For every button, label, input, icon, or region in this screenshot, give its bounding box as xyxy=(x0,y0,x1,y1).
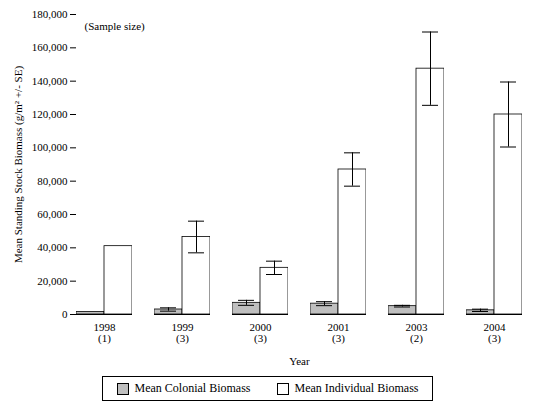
svg-text:Mean Standing Stock Biomass (g: Mean Standing Stock Biomass (g/m² +/- SE… xyxy=(12,66,25,263)
svg-text:180,000: 180,000 xyxy=(32,8,68,20)
svg-text:2003(2): 2003(2) xyxy=(406,321,429,345)
svg-text:40,000: 40,000 xyxy=(37,241,68,253)
svg-text:2001(3): 2001(3) xyxy=(328,321,350,345)
html-text:Mean Colonial Biomass: Mean Colonial Biomass xyxy=(134,381,251,395)
svg-text:120,000: 120,000 xyxy=(32,108,68,120)
svg-text:2004(3): 2004(3) xyxy=(484,321,507,345)
svg-text:20,000: 20,000 xyxy=(37,275,68,287)
svg-text:Year: Year xyxy=(289,355,310,367)
svg-text:1998(1): 1998(1) xyxy=(94,321,117,345)
svg-text:0: 0 xyxy=(62,308,68,320)
svg-text:2000(3): 2000(3) xyxy=(250,321,273,345)
svg-text:(Sample size): (Sample size) xyxy=(85,20,146,33)
svg-text:160,000: 160,000 xyxy=(32,41,68,53)
html-text:Mean Individual Biomass: Mean Individual Biomass xyxy=(294,381,419,395)
svg-text:80,000: 80,000 xyxy=(37,175,68,187)
svg-text:1999(3): 1999(3) xyxy=(172,321,195,345)
svg-text:140,000: 140,000 xyxy=(32,75,68,87)
svg-text:100,000: 100,000 xyxy=(32,141,68,153)
svg-text:60,000: 60,000 xyxy=(37,208,68,220)
